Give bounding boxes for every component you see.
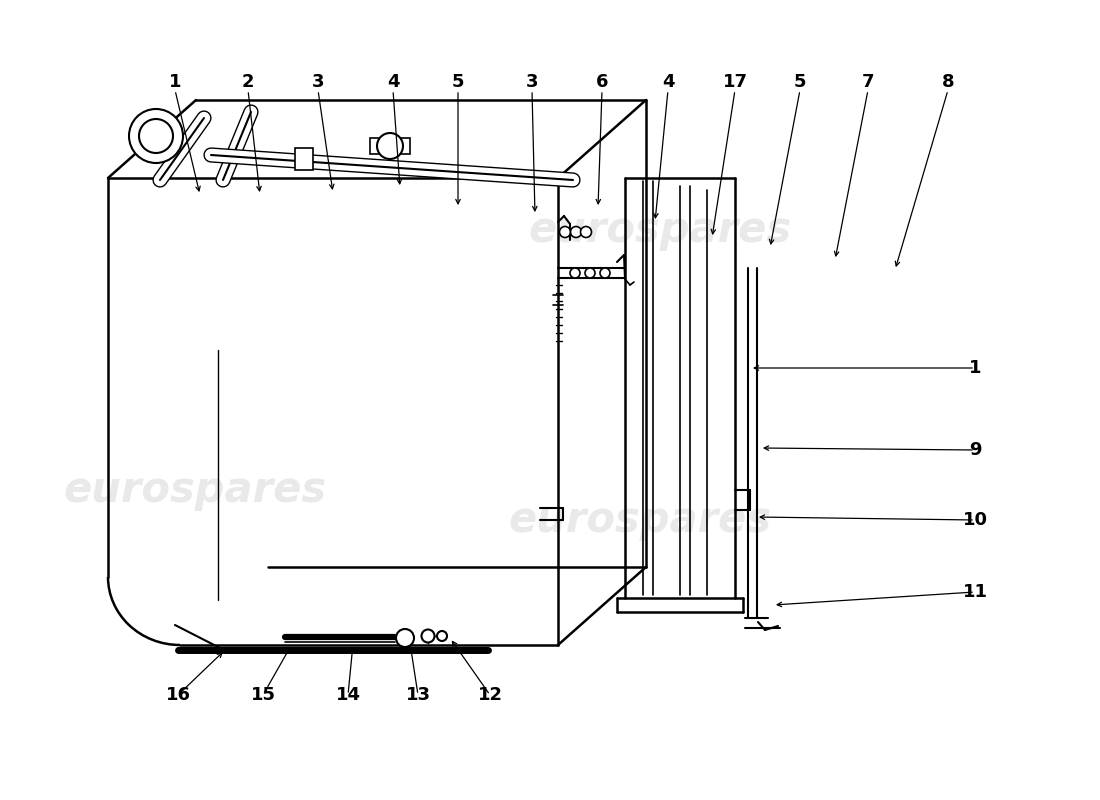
Circle shape — [437, 631, 447, 641]
Bar — [370, 138, 410, 154]
Circle shape — [377, 133, 403, 159]
Circle shape — [570, 268, 580, 278]
Circle shape — [581, 226, 592, 238]
Text: 6: 6 — [596, 73, 608, 91]
Circle shape — [421, 630, 434, 642]
Text: 5: 5 — [452, 73, 464, 91]
Text: 7: 7 — [861, 73, 875, 91]
Text: 14: 14 — [336, 686, 361, 704]
Circle shape — [396, 629, 414, 647]
Text: 8: 8 — [942, 73, 955, 91]
Circle shape — [139, 119, 173, 153]
Text: 16: 16 — [165, 686, 190, 704]
Text: 17: 17 — [723, 73, 748, 91]
Circle shape — [129, 109, 183, 163]
Text: eurospares: eurospares — [508, 499, 771, 541]
Text: 4: 4 — [662, 73, 674, 91]
Text: 2: 2 — [242, 73, 254, 91]
Circle shape — [571, 226, 582, 238]
Text: 11: 11 — [962, 583, 988, 601]
Text: 10: 10 — [962, 511, 988, 529]
Text: 5: 5 — [794, 73, 806, 91]
Bar — [295, 148, 313, 170]
Text: 9: 9 — [969, 441, 981, 459]
Text: 1: 1 — [969, 359, 981, 377]
Text: 15: 15 — [251, 686, 275, 704]
Text: 4: 4 — [387, 73, 399, 91]
Text: 13: 13 — [406, 686, 430, 704]
Text: 1: 1 — [168, 73, 182, 91]
Circle shape — [560, 226, 571, 238]
Text: eurospares: eurospares — [64, 469, 327, 511]
Text: 3: 3 — [311, 73, 324, 91]
Circle shape — [585, 268, 595, 278]
Text: 3: 3 — [526, 73, 538, 91]
Text: 12: 12 — [477, 686, 503, 704]
Text: eurospares: eurospares — [528, 209, 792, 251]
Circle shape — [600, 268, 610, 278]
